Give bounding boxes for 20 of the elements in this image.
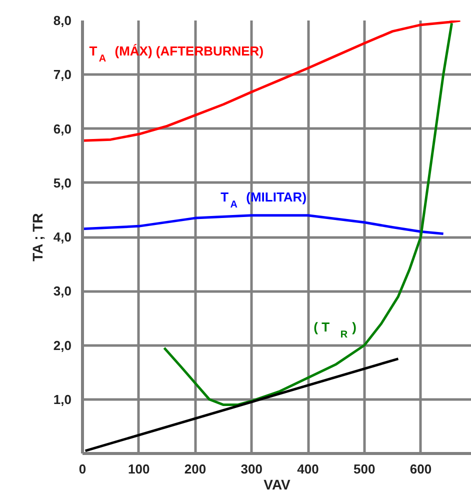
y-tick-label: 2,0 <box>53 338 72 353</box>
x-tick-label: 500 <box>354 462 376 476</box>
x-tick-label: 0 <box>78 462 86 476</box>
y-tick-label: 8,0 <box>53 13 72 28</box>
x-tick-label: 400 <box>297 462 319 476</box>
y-tick-label: 3,0 <box>53 284 72 299</box>
line-series <box>82 214 445 236</box>
x-tick-label: 100 <box>128 462 150 476</box>
y-tick-label: 5,0 <box>53 175 72 190</box>
y-tick-label: 1,0 <box>53 392 72 407</box>
y-tick-label: 6,0 <box>53 121 72 136</box>
y-axis-title: TA ; TR <box>29 213 46 262</box>
y-tick-label: 4,0 <box>53 230 72 244</box>
y-tick-label: 7,0 <box>53 67 72 82</box>
line-series <box>82 20 462 142</box>
x-axis-title: VAV <box>264 476 292 492</box>
x-tick-label: 200 <box>184 462 206 476</box>
x-tick-label: 600 <box>410 462 432 476</box>
series-label: ( TR ) <box>314 319 356 340</box>
x-tick-label: 300 <box>240 462 262 476</box>
